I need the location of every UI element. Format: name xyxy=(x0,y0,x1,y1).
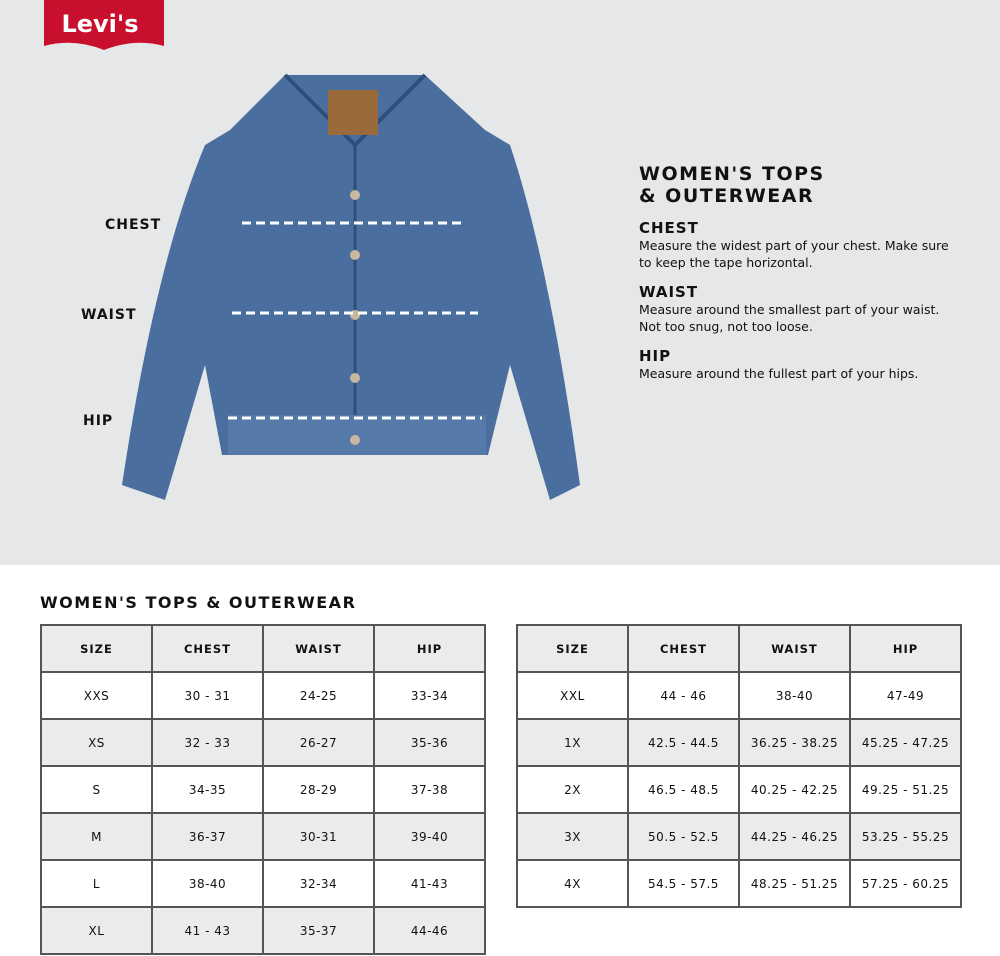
table-cell: CHEST xyxy=(627,624,740,673)
waist-label: WAIST xyxy=(81,307,137,323)
table-cell: 50.5 - 52.5 xyxy=(627,812,740,861)
table-cell: 39-40 xyxy=(373,812,486,861)
chest-text: Measure the widest part of your chest. M… xyxy=(639,238,949,270)
size-table-left: SIZE CHEST WAIST HIP XXS 30 - 31 24-25 33-34 XS 3… xyxy=(40,624,486,955)
chest-label: CHEST xyxy=(105,217,162,233)
table-cell: 41-43 xyxy=(373,859,486,908)
table-cell: 38-40 xyxy=(738,671,851,720)
table-cell: WAIST xyxy=(738,624,851,673)
table-row: XXS 30 - 31 24-25 33-34 xyxy=(40,671,486,720)
table-cell: 49.25 - 51.25 xyxy=(849,765,962,814)
table-row: 1X 42.5 - 44.5 36.25 - 38.25 45.25 - 47.25 xyxy=(516,718,962,767)
table-cell: 24-25 xyxy=(262,671,375,720)
hero-banner: Levi's CHEST WAIST HIP WOMEN'S TOPS & OU… xyxy=(0,0,1000,565)
waist-text: Measure around the smallest part of your… xyxy=(639,302,940,334)
table-cell: SIZE xyxy=(40,624,153,673)
table-cell: 47-49 xyxy=(849,671,962,720)
table-cell: SIZE xyxy=(516,624,629,673)
levis-logo: Levi's xyxy=(44,0,164,50)
table-cell: XL xyxy=(40,906,153,955)
table-cell: 37-38 xyxy=(373,765,486,814)
table-cell: 44 - 46 xyxy=(627,671,740,720)
hip-label: HIP xyxy=(83,413,114,429)
table-cell: 32 - 33 xyxy=(151,718,264,767)
svg-text:Levi's: Levi's xyxy=(61,10,138,38)
table-header-row: SIZE CHEST WAIST HIP xyxy=(40,624,486,673)
table-cell: M xyxy=(40,812,153,861)
guide-title: WOMEN'S TOPS & OUTERWEAR xyxy=(639,163,825,207)
table-row: L 38-40 32-34 41-43 xyxy=(40,859,486,908)
table-cell: WAIST xyxy=(262,624,375,673)
table-cell: L xyxy=(40,859,153,908)
table-cell: 28-29 xyxy=(262,765,375,814)
table-row: XL 41 - 43 35-37 44-46 xyxy=(40,906,486,955)
table-cell: 30 - 31 xyxy=(151,671,264,720)
table-cell: 38-40 xyxy=(151,859,264,908)
table-cell: 35-36 xyxy=(373,718,486,767)
table-cell: XXS xyxy=(40,671,153,720)
table-cell: 46.5 - 48.5 xyxy=(627,765,740,814)
chest-heading: CHEST xyxy=(639,219,699,237)
table-cell: 54.5 - 57.5 xyxy=(627,859,740,908)
table-cell: 53.25 - 55.25 xyxy=(849,812,962,861)
table-row: M 36-37 30-31 39-40 xyxy=(40,812,486,861)
table-cell: 1X xyxy=(516,718,629,767)
hip-text: Measure around the fullest part of your … xyxy=(639,366,919,381)
measurement-guide: WOMEN'S TOPS & OUTERWEAR CHEST Measure t… xyxy=(639,163,959,394)
size-table-right: SIZE CHEST WAIST HIP XXL 44 - 46 38-40 47-49 1X 4… xyxy=(516,624,962,908)
table-row: XXL 44 - 46 38-40 47-49 xyxy=(516,671,962,720)
table-cell: 42.5 - 44.5 xyxy=(627,718,740,767)
hip-heading: HIP xyxy=(639,347,672,365)
table-cell: CHEST xyxy=(151,624,264,673)
table-cell: 44.25 - 46.25 xyxy=(738,812,851,861)
denim-jacket-image xyxy=(122,73,580,500)
table-cell: HIP xyxy=(849,624,962,673)
table-cell: S xyxy=(40,765,153,814)
table-cell: XS xyxy=(40,718,153,767)
table-cell: 36-37 xyxy=(151,812,264,861)
table-cell: 45.25 - 47.25 xyxy=(849,718,962,767)
table-row: 2X 46.5 - 48.5 40.25 - 42.25 49.25 - 51.25 xyxy=(516,765,962,814)
table-cell: 35-37 xyxy=(262,906,375,955)
table-header-row: SIZE CHEST WAIST HIP xyxy=(516,624,962,673)
table-row: S 34-35 28-29 37-38 xyxy=(40,765,486,814)
table-cell: 33-34 xyxy=(373,671,486,720)
table-cell: 26-27 xyxy=(262,718,375,767)
table-cell: XXL xyxy=(516,671,629,720)
table-cell: 57.25 - 60.25 xyxy=(849,859,962,908)
table-cell: 44-46 xyxy=(373,906,486,955)
table-cell: 2X xyxy=(516,765,629,814)
table-cell: 4X xyxy=(516,859,629,908)
table-cell: 41 - 43 xyxy=(151,906,264,955)
waist-heading: WAIST xyxy=(639,283,699,301)
table-cell: 36.25 - 38.25 xyxy=(738,718,851,767)
table-cell: 3X xyxy=(516,812,629,861)
table-cell: 30-31 xyxy=(262,812,375,861)
table-cell: HIP xyxy=(373,624,486,673)
table-cell: 32-34 xyxy=(262,859,375,908)
table-cell: 34-35 xyxy=(151,765,264,814)
size-chart-title: WOMEN'S TOPS & OUTERWEAR xyxy=(40,593,357,612)
table-row: 3X 50.5 - 52.5 44.25 - 46.25 53.25 - 55.25 xyxy=(516,812,962,861)
table-cell: 40.25 - 42.25 xyxy=(738,765,851,814)
table-row: XS 32 - 33 26-27 35-36 xyxy=(40,718,486,767)
table-cell: 48.25 - 51.25 xyxy=(738,859,851,908)
table-row: 4X 54.5 - 57.5 48.25 - 51.25 57.25 - 60.25 xyxy=(516,859,962,908)
